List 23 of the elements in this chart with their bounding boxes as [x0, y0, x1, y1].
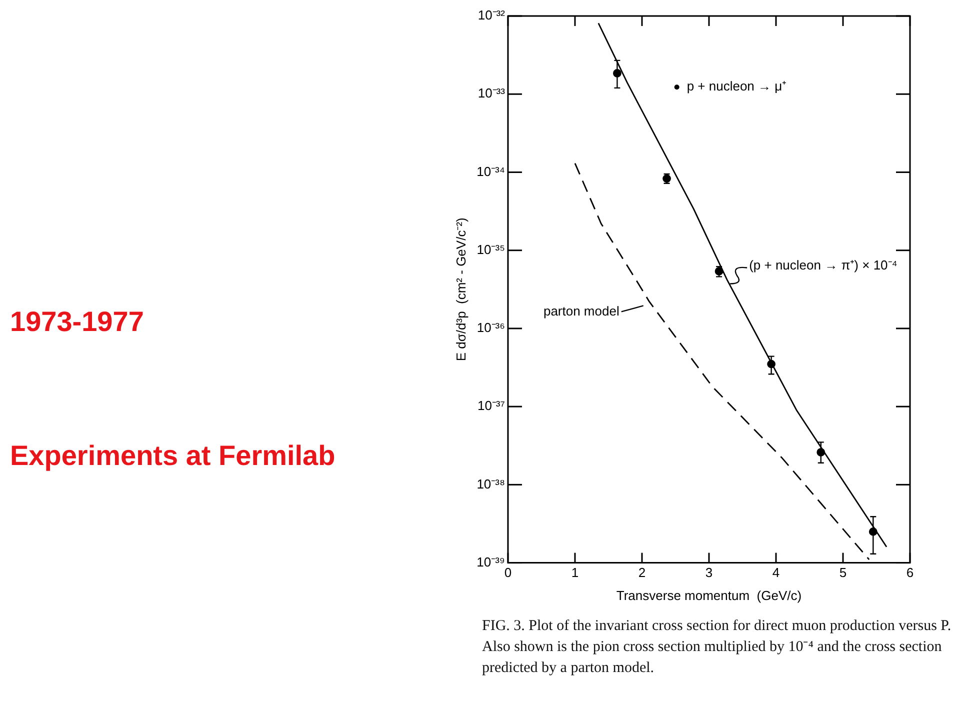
legend-label: p + nucleon → μ⁺	[686, 78, 786, 94]
y-axis-title: E dσ/d³p (cm² - GeV/c⁻²)	[453, 218, 468, 362]
series-label: (p + nucleon → π⁺) × 10⁻⁴	[749, 257, 898, 272]
y-tick-label: 10⁻³⁸	[476, 476, 505, 492]
y-tick-label: 10⁻³⁹	[476, 554, 505, 570]
x-tick-label: 3	[705, 565, 713, 580]
x-tick-label: 5	[839, 565, 847, 580]
y-tick-label: 10⁻³⁷	[477, 398, 506, 414]
text: Experiments at Fermilab	[10, 440, 336, 472]
caption: FIG. 3. Plot of the invariant cross section for direct muon production versus P. Also shown is the pion cross section multiplied by 10⁻⁴ and the cross section predicted by a parton model.	[482, 617, 952, 678]
x-tick-label: 4	[772, 565, 780, 580]
x-tick-label: 6	[906, 565, 914, 580]
y-tick-label: 10⁻³⁶	[476, 320, 505, 336]
x-axis-title: Transverse momentum (GeV/c)	[616, 588, 802, 603]
text: 1973-1977	[10, 306, 144, 338]
y-tick-label: 10⁻³⁵	[476, 242, 505, 257]
y-tick-label: 10⁻³³	[478, 86, 506, 101]
text: parton model	[543, 303, 620, 318]
y-tick-label: 10⁻³²	[478, 8, 506, 23]
x-tick-label: 1	[571, 565, 579, 580]
x-tick-label: 2	[638, 565, 646, 580]
x-tick-label: 0	[504, 565, 512, 580]
y-tick-label: 10⁻³⁴	[476, 164, 505, 179]
